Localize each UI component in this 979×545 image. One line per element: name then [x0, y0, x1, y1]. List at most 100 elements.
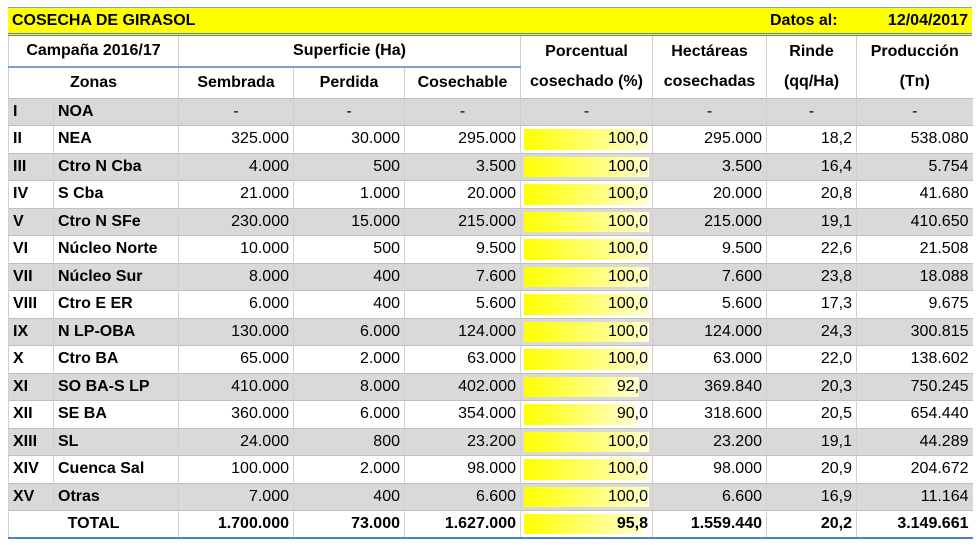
perdida-cell[interactable]: 400: [293, 483, 405, 511]
porcentual-cell[interactable]: 100,0: [520, 263, 653, 291]
zone-name[interactable]: Otras: [53, 483, 179, 511]
zone-name[interactable]: Cuenca Sal: [53, 455, 179, 483]
cosechable-cell[interactable]: 124.000: [404, 318, 521, 346]
rinde-cell[interactable]: 19,1: [766, 428, 857, 456]
produccion-cell[interactable]: 11.164: [856, 483, 973, 511]
sembrada-cell[interactable]: 325.000: [178, 125, 294, 153]
perdida-cell[interactable]: 8.000: [293, 373, 405, 401]
total-hectareas[interactable]: 1.559.440: [652, 510, 767, 539]
hectareas-cell[interactable]: 295.000: [652, 125, 767, 153]
produccion-cell[interactable]: 18.088: [856, 263, 973, 291]
hectareas-cell[interactable]: 5.600: [652, 290, 767, 318]
zone-number[interactable]: II: [8, 125, 54, 153]
hectareas-cell[interactable]: 98.000: [652, 455, 767, 483]
perdida-cell[interactable]: 15.000: [293, 208, 405, 236]
porcentual-cell[interactable]: 100,0: [520, 125, 653, 153]
cosechable-cell[interactable]: 23.200: [404, 428, 521, 456]
zone-name[interactable]: N LP-OBA: [53, 318, 179, 346]
rinde-cell[interactable]: 16,9: [766, 483, 857, 511]
perdida-cell[interactable]: 2.000: [293, 345, 405, 373]
zone-number[interactable]: V: [8, 208, 54, 236]
produccion-cell[interactable]: 654.440: [856, 400, 973, 428]
porcentual-cell[interactable]: 100,0: [520, 318, 653, 346]
total-label[interactable]: TOTAL: [8, 510, 179, 539]
zone-number[interactable]: VI: [8, 235, 54, 263]
rinde-cell[interactable]: 24,3: [766, 318, 857, 346]
porcentual-cell[interactable]: -: [520, 98, 653, 126]
produccion-cell[interactable]: 300.815: [856, 318, 973, 346]
zone-number[interactable]: VIII: [8, 290, 54, 318]
produccion-cell[interactable]: 750.245: [856, 373, 973, 401]
sembrada-cell[interactable]: 4.000: [178, 153, 294, 181]
porcentual-cell[interactable]: 100,0: [520, 153, 653, 181]
cosechable-cell[interactable]: 295.000: [404, 125, 521, 153]
perdida-cell[interactable]: 6.000: [293, 318, 405, 346]
perdida-cell[interactable]: 6.000: [293, 400, 405, 428]
hectareas-cell[interactable]: 7.600: [652, 263, 767, 291]
cosechable-cell[interactable]: 5.600: [404, 290, 521, 318]
sembrada-cell[interactable]: 360.000: [178, 400, 294, 428]
rinde-cell[interactable]: 20,9: [766, 455, 857, 483]
produccion-cell[interactable]: 44.289: [856, 428, 973, 456]
sembrada-cell[interactable]: 130.000: [178, 318, 294, 346]
zone-number[interactable]: VII: [8, 263, 54, 291]
sembrada-cell[interactable]: 6.000: [178, 290, 294, 318]
porcentual-cell[interactable]: 100,0: [520, 428, 653, 456]
rinde-cell[interactable]: 20,8: [766, 180, 857, 208]
cosechable-cell[interactable]: 3.500: [404, 153, 521, 181]
produccion-cell[interactable]: 9.675: [856, 290, 973, 318]
hectareas-cell[interactable]: 63.000: [652, 345, 767, 373]
perdida-cell[interactable]: 800: [293, 428, 405, 456]
produccion-cell[interactable]: 410.650: [856, 208, 973, 236]
rinde-cell[interactable]: 17,3: [766, 290, 857, 318]
sembrada-cell[interactable]: 21.000: [178, 180, 294, 208]
zone-name[interactable]: SE BA: [53, 400, 179, 428]
hectareas-cell[interactable]: 6.600: [652, 483, 767, 511]
cosechable-cell[interactable]: 63.000: [404, 345, 521, 373]
cosechable-cell[interactable]: 9.500: [404, 235, 521, 263]
rinde-cell[interactable]: 22,6: [766, 235, 857, 263]
zone-number[interactable]: X: [8, 345, 54, 373]
zone-number[interactable]: XIII: [8, 428, 54, 456]
rinde-cell[interactable]: 18,2: [766, 125, 857, 153]
hectareas-cell[interactable]: 369.840: [652, 373, 767, 401]
hectareas-cell[interactable]: 318.600: [652, 400, 767, 428]
porcentual-cell[interactable]: 100,0: [520, 235, 653, 263]
zone-number[interactable]: XII: [8, 400, 54, 428]
zone-name[interactable]: NEA: [53, 125, 179, 153]
cosechable-cell[interactable]: 354.000: [404, 400, 521, 428]
zone-name[interactable]: NOA: [53, 98, 179, 126]
rinde-cell[interactable]: 22,0: [766, 345, 857, 373]
hectareas-cell[interactable]: -: [652, 98, 767, 126]
zone-name[interactable]: Núcleo Sur: [53, 263, 179, 291]
zone-name[interactable]: SO BA-S LP: [53, 373, 179, 401]
cosechable-cell[interactable]: 7.600: [404, 263, 521, 291]
sembrada-cell[interactable]: 8.000: [178, 263, 294, 291]
porcentual-cell[interactable]: 92,0: [520, 373, 653, 401]
sembrada-cell[interactable]: -: [178, 98, 294, 126]
sembrada-cell[interactable]: 100.000: [178, 455, 294, 483]
rinde-cell[interactable]: -: [766, 98, 857, 126]
porcentual-cell[interactable]: 100,0: [520, 180, 653, 208]
produccion-cell[interactable]: 204.672: [856, 455, 973, 483]
zone-name[interactable]: Ctro E ER: [53, 290, 179, 318]
porcentual-cell[interactable]: 100,0: [520, 290, 653, 318]
porcentual-cell[interactable]: 100,0: [520, 455, 653, 483]
cosechable-cell[interactable]: 20.000: [404, 180, 521, 208]
hectareas-cell[interactable]: 9.500: [652, 235, 767, 263]
zone-number[interactable]: XI: [8, 373, 54, 401]
rinde-cell[interactable]: 20,5: [766, 400, 857, 428]
zone-name[interactable]: Ctro N SFe: [53, 208, 179, 236]
cosechable-cell[interactable]: 402.000: [404, 373, 521, 401]
produccion-cell[interactable]: 538.080: [856, 125, 973, 153]
produccion-cell[interactable]: 21.508: [856, 235, 973, 263]
perdida-cell[interactable]: 500: [293, 235, 405, 263]
zone-number[interactable]: XV: [8, 483, 54, 511]
perdida-cell[interactable]: -: [293, 98, 405, 126]
cosechable-cell[interactable]: -: [404, 98, 521, 126]
zone-number[interactable]: III: [8, 153, 54, 181]
zone-name[interactable]: SL: [53, 428, 179, 456]
sembrada-cell[interactable]: 410.000: [178, 373, 294, 401]
sembrada-cell[interactable]: 7.000: [178, 483, 294, 511]
sembrada-cell[interactable]: 230.000: [178, 208, 294, 236]
